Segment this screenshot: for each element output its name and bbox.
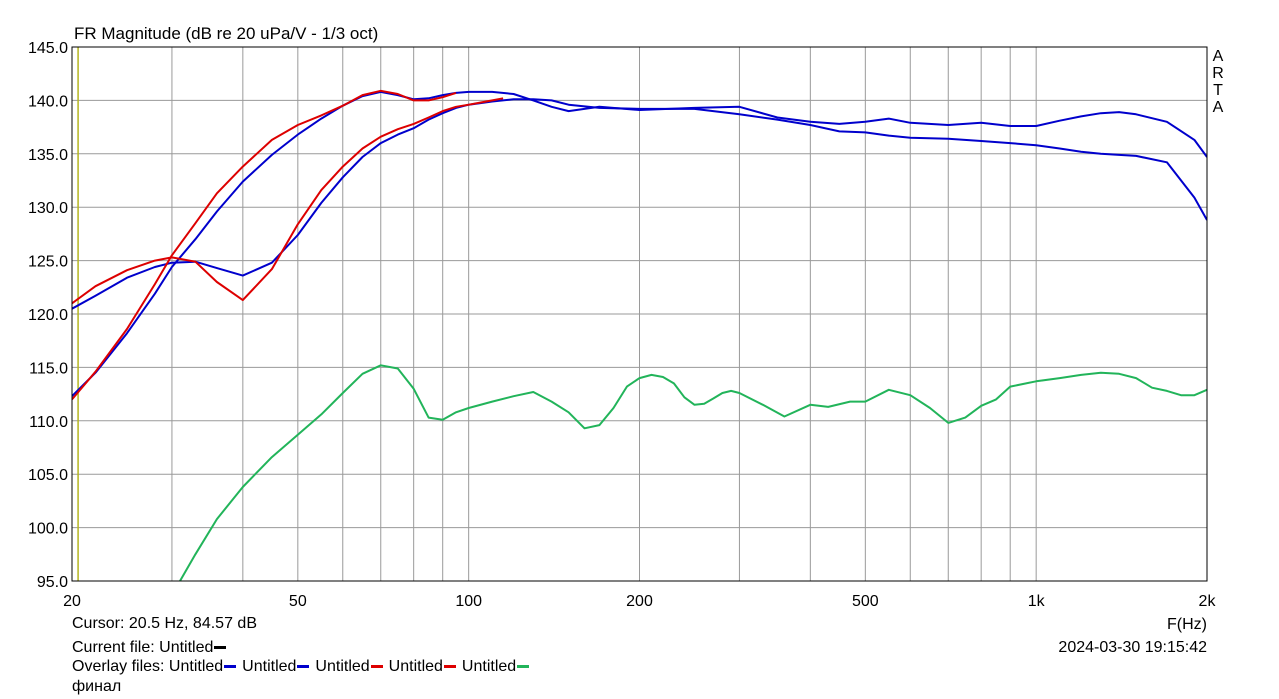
overlay-file-name: Untitled (242, 658, 297, 675)
x-tick-label: 50 (289, 593, 307, 610)
overlay-file-swatch (297, 665, 310, 669)
x-tick-label: 100 (455, 593, 482, 610)
overlay-files-wrap: финал (72, 678, 122, 695)
x-tick-label: 2k (1199, 593, 1217, 610)
timestamp: 2024-03-30 19:15:42 (1058, 639, 1207, 656)
x-axis-ticks: 20 50 100 200 500 1k 2k (63, 593, 1216, 610)
plot-frame (71, 46, 1208, 582)
series-line (72, 98, 1207, 310)
overlay-file-swatch (443, 665, 456, 669)
x-tick-label: 200 (626, 593, 653, 610)
cursor-readout: Cursor: 20.5 Hz, 84.57 dB (72, 615, 257, 632)
overlay-files-label: Overlay files: (72, 658, 165, 675)
x-tick-label: 20 (63, 593, 81, 610)
series-lines (72, 89, 1207, 581)
series-line (72, 89, 457, 401)
y-axis-ticks: 95.0 100.0 105.0 110.0 115.0 120.0 125.0 130.0 1… (28, 40, 68, 591)
y-tick-label: 110.0 (29, 414, 68, 431)
current-file-swatch (214, 646, 227, 650)
y-tick-label: 125.0 (28, 254, 68, 271)
chart-title: FR Magnitude (dB re 20 uPa/V - 1/3 oct) (74, 24, 378, 43)
grid (72, 46, 1207, 582)
series-line (179, 364, 1207, 581)
series-line (72, 90, 1207, 397)
overlay-file-list: Untitled Untitled Untitled Untitled Untitled (169, 658, 535, 675)
side-label-letter: T (1213, 82, 1223, 99)
y-tick-label: 140.0 (28, 93, 68, 110)
y-tick-label: 120.0 (28, 307, 68, 324)
overlay-file-name: Untitled (461, 658, 517, 675)
overlay-file-swatch (224, 665, 237, 669)
side-label-letter: A (1213, 48, 1224, 65)
x-tick-label: 1k (1028, 593, 1046, 610)
overlay-file-name: Untitled (168, 658, 224, 675)
y-tick-label: 130.0 (28, 200, 68, 217)
x-tick-label: 500 (852, 593, 879, 610)
current-file-label: Current file: Untitled (72, 639, 214, 656)
side-label-letter: R (1212, 65, 1224, 82)
overlay-file-swatch (370, 665, 383, 669)
overlay-file-swatch (517, 665, 530, 669)
y-tick-label: 145.0 (28, 40, 68, 57)
current-file-line: Current file: Untitled (72, 639, 232, 657)
x-axis-label: F(Hz) (1167, 616, 1207, 633)
y-tick-label: 105.0 (28, 467, 68, 484)
overlay-files-line: Overlay files: Untitled Untitled Untitled U… (72, 658, 535, 676)
overlay-file-name: Untitled (315, 658, 370, 675)
side-label-letter: A (1213, 99, 1224, 116)
y-tick-label: 95.0 (37, 574, 68, 591)
overlay-file-name: Untitled (388, 658, 443, 675)
series-line (72, 97, 504, 305)
y-tick-label: 100.0 (28, 521, 68, 538)
y-tick-label: 135.0 (28, 147, 68, 164)
y-tick-label: 115.0 (29, 360, 68, 377)
